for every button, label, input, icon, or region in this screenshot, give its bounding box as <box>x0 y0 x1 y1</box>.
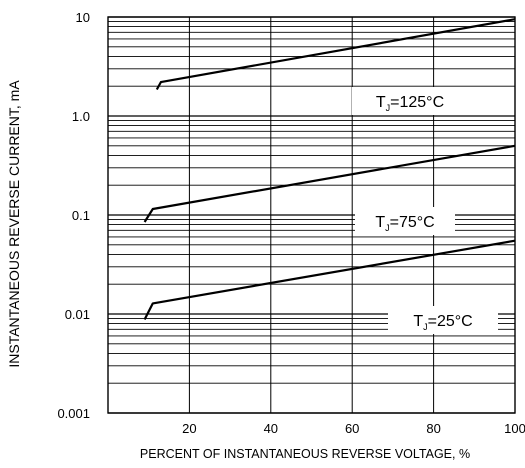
series-label-background <box>355 207 455 235</box>
tick-labels: 20 40 60 80 100 0.001 0.01 0.1 1.0 10 <box>57 10 525 436</box>
x-axis-label: PERCENT OF INSTANTANEOUS REVERSE VOLTAGE… <box>140 447 470 461</box>
series-label-background <box>352 87 468 115</box>
x-tick-label: 40 <box>264 421 278 436</box>
x-tick-label: 60 <box>345 421 359 436</box>
series-line-3 <box>143 239 516 320</box>
x-tick-label: 80 <box>426 421 440 436</box>
series-label-background <box>388 306 498 334</box>
series-label-text: TJ=25°C <box>413 313 472 332</box>
x-tick-label: 100 <box>504 421 525 436</box>
y-tick-label: 1.0 <box>72 109 90 124</box>
y-tick-label: 10 <box>76 10 90 25</box>
series-label-3: TJ=25°C <box>388 306 498 334</box>
series-labels: TJ=125°C TJ=75°C TJ=25°C <box>352 87 498 334</box>
plot-border <box>107 16 516 414</box>
series-label-text: TJ=125°C <box>376 94 444 113</box>
x-tick-label: 20 <box>182 421 196 436</box>
y-tick-label: 0.01 <box>65 307 90 322</box>
series-label-text: TJ=75°C <box>375 214 434 233</box>
series-lines <box>143 18 516 320</box>
y-tick-label: 0.1 <box>72 208 90 223</box>
y-axis-label: INSTANTANEOUS REVERSE CURRENT, mA <box>6 80 22 368</box>
series-line-1 <box>155 18 516 91</box>
plot-frame <box>107 16 516 414</box>
series-label-1: TJ=125°C <box>352 87 468 115</box>
series-label-2: TJ=75°C <box>355 207 455 235</box>
series-line-2 <box>143 144 516 223</box>
y-tick-label: 0.001 <box>57 406 90 421</box>
